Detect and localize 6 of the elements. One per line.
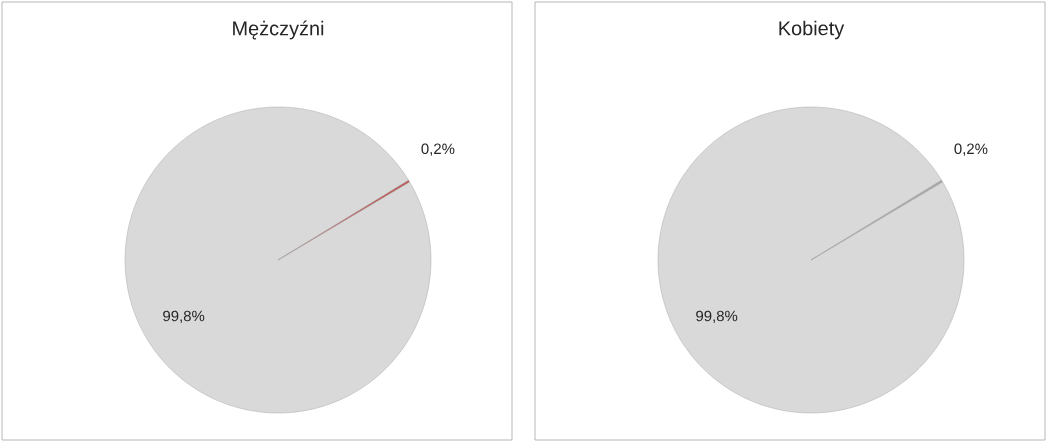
data-label: 99,8% — [163, 310, 205, 324]
data-label: 99,8% — [696, 310, 738, 324]
chart-title: Mężczyźni — [233, 20, 324, 40]
chart-title: Kobiety — [779, 20, 845, 40]
data-label: 0,2% — [954, 143, 988, 156]
data-label: 0,2% — [421, 143, 455, 156]
